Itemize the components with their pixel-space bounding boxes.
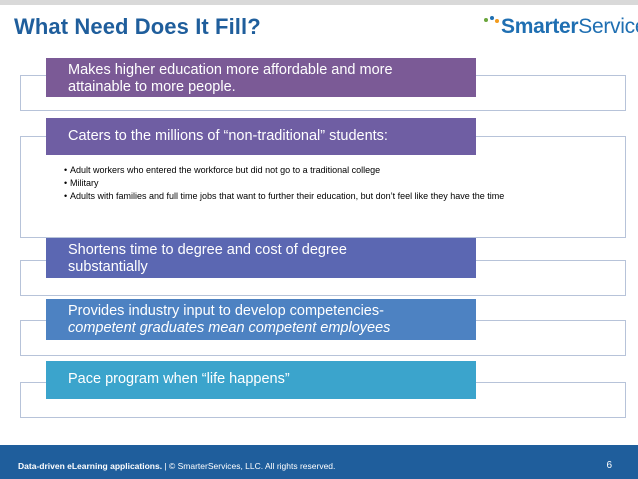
item-bar: Pace program when “life happens” — [46, 361, 476, 399]
item-text: competent graduates mean competent emplo… — [68, 320, 391, 336]
bullet-item: • Adults with families and full time jobs… — [64, 191, 505, 201]
bullet-item: • Adult workers who entered the workforce… — [64, 165, 381, 175]
footer: Data-driven eLearning applications. | © … — [0, 445, 638, 479]
item-bar: Provides industry input to develop compe… — [46, 299, 476, 340]
top-border — [0, 0, 638, 5]
item-bar: Caters to the millions of “non-tradition… — [46, 118, 476, 155]
item-text: Caters to the millions of “non-tradition… — [68, 128, 388, 144]
bullet-item: • Military — [64, 178, 99, 188]
logo-mark-icon — [484, 16, 500, 38]
page-title: What Need Does It Fill? — [14, 14, 261, 39]
logo-text: SmarterServices — [501, 15, 638, 38]
sub-bullet-list: • Adult workers who entered the workforce… — [64, 164, 604, 203]
item-bar: Shortens time to degree and cost of degr… — [46, 238, 476, 278]
item-text: Pace program when “life happens” — [68, 371, 290, 387]
item-text: Shortens time to degree and cost of degr… — [68, 242, 347, 258]
item-bar: Makes higher education more affordable a… — [46, 58, 476, 97]
smarterservices-logo: SmarterServices — [484, 14, 638, 40]
item-text: Provides industry input to develop compe… — [68, 303, 384, 319]
page-number: 6 — [606, 460, 612, 471]
item-text: Makes higher education more affordable a… — [68, 62, 393, 78]
item-text: attainable to more people. — [68, 79, 236, 95]
footer-text: Data-driven eLearning applications. | © … — [18, 461, 336, 471]
item-text: substantially — [68, 259, 148, 275]
